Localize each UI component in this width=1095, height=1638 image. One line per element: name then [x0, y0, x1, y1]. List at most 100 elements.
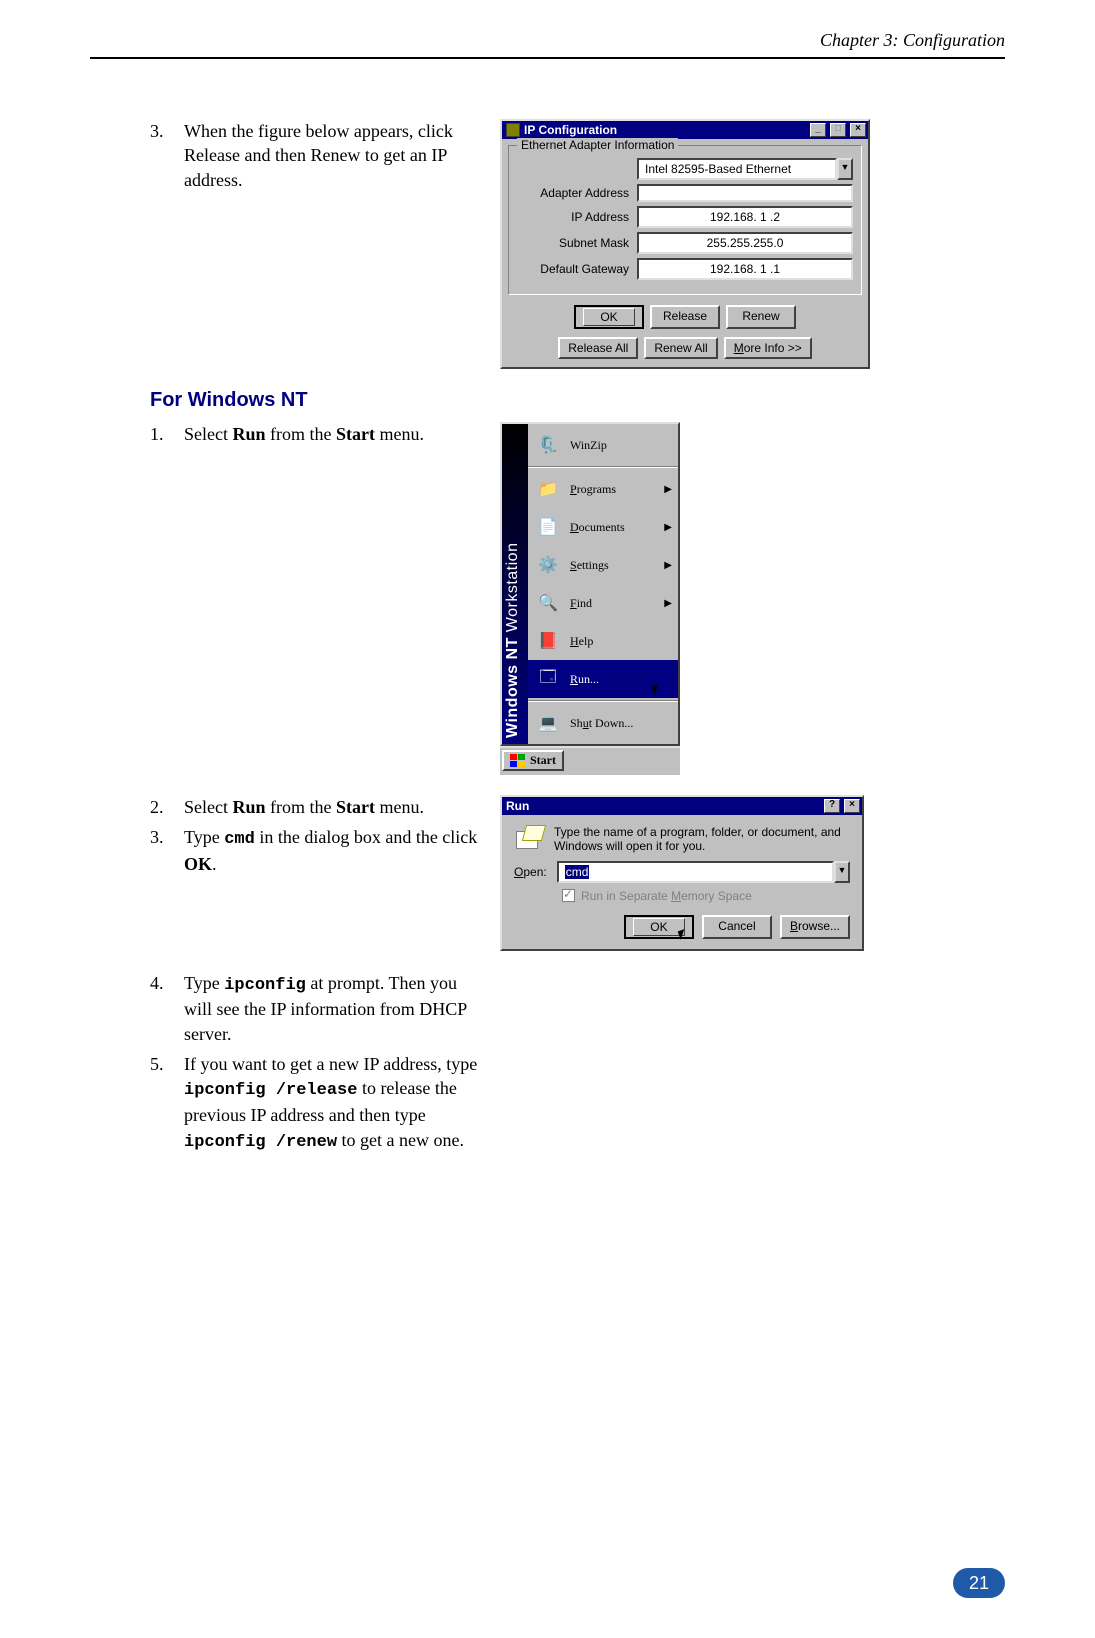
minimize-icon[interactable]: _: [810, 123, 826, 137]
run-app-icon: [514, 825, 544, 853]
sm-label: Help: [570, 634, 593, 649]
step-text: Type ipconfig at prompt. Then you will s…: [184, 971, 480, 1047]
shutdown-icon: 💻: [536, 712, 560, 734]
adapter-value: Intel 82595-Based Ethernet: [637, 158, 837, 180]
find-icon: 🔍: [536, 592, 560, 614]
cursor-icon: [652, 684, 662, 695]
winzip-icon: 🗜️: [536, 434, 560, 456]
step-3-top: 3. When the figure below appears, click …: [150, 119, 480, 192]
ip-value: 192.168. 1 .2: [637, 206, 853, 228]
sm-item-winzip[interactable]: 🗜️ WinZip: [528, 426, 678, 464]
ipconfig-btn-row-1: OK Release Renew: [502, 301, 868, 333]
checkbox-icon: [562, 889, 575, 902]
page-header: Chapter 3: Configuration: [90, 30, 1005, 51]
close-icon[interactable]: ×: [850, 123, 866, 137]
mask-value: 255.255.255.0: [637, 232, 853, 254]
run-ok-button[interactable]: OK: [624, 915, 694, 939]
renew-button[interactable]: Renew: [726, 305, 796, 329]
start-label: Start: [530, 753, 556, 768]
sm-separator: [528, 700, 678, 702]
sm-label: Run...: [570, 672, 599, 687]
ok-button[interactable]: OK: [574, 305, 644, 329]
release-all-button[interactable]: Release All: [558, 337, 638, 359]
ipconfig-title: IP Configuration: [524, 123, 806, 137]
sm-label: Find: [570, 596, 592, 611]
step-text: When the figure below appears, click Rel…: [184, 119, 480, 192]
run-description: Type the name of a program, folder, or d…: [554, 825, 850, 853]
gw-label: Default Gateway: [517, 262, 637, 276]
step-text: Type cmd in the dialog box and the click…: [184, 825, 480, 876]
help-icon: 📕: [536, 630, 560, 652]
sm-item-settings[interactable]: ⚙️ Settings ▶: [528, 546, 678, 584]
step-num: 3.: [150, 119, 184, 192]
sm-label: Settings: [570, 558, 609, 573]
adapter-address-label: Adapter Address: [517, 186, 637, 200]
start-menu-screenshot: Windows NT Workstation 🗜️ WinZip 📁 Progr…: [500, 422, 680, 775]
sm-item-run[interactable]: 🗔 Run...: [528, 660, 678, 698]
page-content: 3. When the figure below appears, click …: [90, 59, 1005, 1161]
groupbox-title: Ethernet Adapter Information: [517, 138, 678, 152]
run-cancel-button[interactable]: Cancel: [702, 915, 772, 939]
ipconfig-window: IP Configuration _ □ × Ethernet Adapter …: [500, 119, 870, 369]
help-icon[interactable]: ?: [824, 799, 840, 813]
sm-item-find[interactable]: 🔍 Find ▶: [528, 584, 678, 622]
gw-value: 192.168. 1 .1: [637, 258, 853, 280]
taskbar: Start: [500, 746, 680, 775]
mask-label: Subnet Mask: [517, 236, 637, 250]
ipconfig-app-icon: [506, 123, 520, 137]
open-label: Open:: [514, 865, 547, 879]
ipconfig-btn-row-2: Release All Renew All More Info >>: [502, 333, 868, 367]
step-num: 4.: [150, 971, 184, 1047]
checkbox-label: Run in Separate Memory Space: [581, 889, 752, 903]
sm-label: WinZip: [570, 438, 607, 453]
ipconfig-titlebar: IP Configuration _ □ ×: [502, 121, 868, 139]
documents-icon: 📄: [536, 516, 560, 538]
release-button[interactable]: Release: [650, 305, 720, 329]
programs-icon: 📁: [536, 478, 560, 500]
nt-step-1: 1. Select Run from the Start menu.: [150, 422, 480, 446]
windows-logo-icon: [510, 754, 526, 768]
start-button[interactable]: Start: [502, 750, 564, 771]
chevron-right-icon: ▶: [664, 560, 672, 571]
step-num: 1.: [150, 422, 184, 446]
step-num: 2.: [150, 795, 184, 819]
adapter-address-value: [637, 184, 853, 202]
close-icon[interactable]: ×: [844, 799, 860, 813]
sm-item-documents[interactable]: 📄 Documents ▶: [528, 508, 678, 546]
sm-label: Shut Down...: [570, 716, 633, 731]
run-titlebar: Run ? ×: [502, 797, 862, 815]
nt-step-4: 4. Type ipconfig at prompt. Then you wil…: [150, 971, 480, 1047]
adapter-dropdown[interactable]: Intel 82595-Based Ethernet ▼: [637, 158, 853, 180]
section-heading: For Windows NT: [150, 389, 1005, 412]
page-number: 21: [953, 1568, 1005, 1598]
chevron-down-icon[interactable]: ▼: [837, 158, 853, 180]
sm-item-programs[interactable]: 📁 Programs ▶: [528, 470, 678, 508]
cursor-icon: [678, 929, 688, 940]
sm-item-help[interactable]: 📕 Help: [528, 622, 678, 660]
step-text: If you want to get a new IP address, typ…: [184, 1052, 480, 1154]
start-menu-banner: Windows NT Workstation: [502, 424, 528, 744]
nt-step-3: 3. Type cmd in the dialog box and the cl…: [150, 825, 480, 876]
run-browse-button[interactable]: Browse...: [780, 915, 850, 939]
sm-label: Programs: [570, 482, 616, 497]
separate-memory-checkbox-row: Run in Separate Memory Space: [562, 889, 850, 903]
step-text: Select Run from the Start menu.: [184, 795, 480, 819]
nt-step-5: 5. If you want to get a new IP address, …: [150, 1052, 480, 1154]
sm-separator: [528, 466, 678, 468]
open-input[interactable]: cmd ▼: [557, 861, 850, 883]
sm-label: Documents: [570, 520, 625, 535]
run-title: Run: [506, 799, 820, 813]
more-info-button[interactable]: More Info >>: [724, 337, 812, 359]
chevron-right-icon: ▶: [664, 522, 672, 533]
run-icon: 🗔: [536, 668, 560, 690]
open-value: cmd: [565, 865, 590, 879]
chevron-down-icon[interactable]: ▼: [834, 861, 850, 883]
settings-icon: ⚙️: [536, 554, 560, 576]
step-num: 5.: [150, 1052, 184, 1154]
nt-step-2: 2. Select Run from the Start menu.: [150, 795, 480, 819]
step-text: Select Run from the Start menu.: [184, 422, 480, 446]
run-dialog: Run ? × Type the name of a program, fold…: [500, 795, 864, 951]
maximize-icon: □: [830, 123, 846, 137]
renew-all-button[interactable]: Renew All: [644, 337, 717, 359]
sm-item-shutdown[interactable]: 💻 Shut Down...: [528, 704, 678, 742]
